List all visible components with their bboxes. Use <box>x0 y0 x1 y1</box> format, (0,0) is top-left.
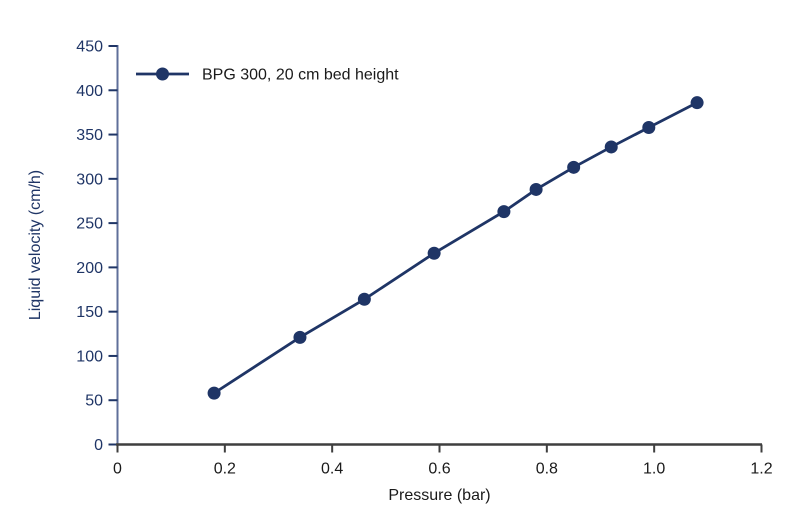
x-axis: 0 0.2 0.4 0.6 0.8 1.0 1.2 <box>113 443 773 478</box>
data-point <box>497 205 511 219</box>
data-point <box>293 330 307 344</box>
legend-label: BPG 300, 20 cm bed height <box>202 67 399 84</box>
data-point <box>357 292 371 306</box>
data-series <box>207 96 704 400</box>
data-point <box>642 120 656 134</box>
x-tick-label: 0.4 <box>321 461 343 478</box>
y-axis: 0 50 100 150 200 250 300 350 400 450 <box>76 39 119 454</box>
y-tick-label: 350 <box>76 127 103 144</box>
x-tick-label: 1.0 <box>643 461 665 478</box>
y-tick-label: 400 <box>76 83 103 100</box>
y-tick-label: 100 <box>76 348 103 365</box>
y-tick-label: 450 <box>76 39 103 56</box>
data-point <box>529 182 543 196</box>
series-line <box>213 101 698 395</box>
x-tick-label: 0.2 <box>214 461 236 478</box>
x-tick-label: 0.8 <box>536 461 558 478</box>
data-point <box>604 140 618 154</box>
legend-point-marker <box>156 67 169 81</box>
y-tick-label: 200 <box>76 260 103 277</box>
y-tick-label: 0 <box>94 437 103 454</box>
data-point <box>690 96 704 110</box>
y-axis-title: Liquid velocity (cm/h) <box>27 170 44 320</box>
y-tick-label: 50 <box>85 393 103 410</box>
x-tick-label: 0.6 <box>428 461 450 478</box>
y-tick-label: 150 <box>76 304 103 321</box>
x-tick-label: 0 <box>113 461 122 478</box>
y-tick-label: 250 <box>76 216 103 233</box>
data-point <box>207 386 221 400</box>
x-tick-label: 1.2 <box>750 461 772 478</box>
x-axis-title: Pressure (bar) <box>388 487 490 504</box>
data-point <box>567 160 581 174</box>
data-point <box>427 246 441 260</box>
legend: BPG 300, 20 cm bed height <box>136 67 399 84</box>
y-tick-label: 300 <box>76 171 103 188</box>
